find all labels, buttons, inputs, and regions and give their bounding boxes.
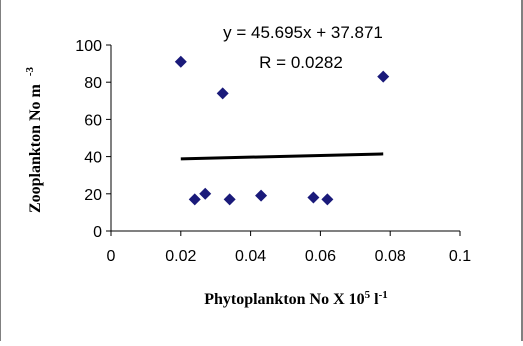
x-tick-label: 0.08	[375, 248, 406, 265]
trendline-layer	[180, 152, 384, 161]
x-tick-label: 0.06	[305, 248, 336, 265]
data-point	[188, 193, 201, 206]
data-point	[307, 191, 320, 204]
x-axis-title: Phytoplankton No X 105 l-1	[204, 289, 388, 308]
x-tick-label: 0.04	[235, 248, 266, 265]
data-point	[223, 193, 236, 206]
y-tick-label: 80	[84, 75, 102, 92]
x-tick-label: 0.1	[449, 248, 471, 265]
data-point	[199, 187, 212, 200]
data-point	[321, 193, 334, 206]
data-point	[174, 55, 187, 68]
trendline	[180, 152, 384, 161]
x-ticks: 0 0.02 0.04 0.06 0.08 0.1	[107, 231, 471, 265]
points-layer	[174, 55, 390, 206]
y-tick-label: 20	[84, 187, 102, 204]
y-tick-label: 60	[84, 112, 102, 129]
data-point	[216, 87, 229, 100]
y-tick-label: 0	[93, 224, 102, 241]
r-value-annotation: R = 0.0282	[259, 53, 343, 72]
data-point	[255, 189, 268, 202]
x-tick-label: 0	[107, 248, 116, 265]
equation-annotation: y = 45.695x + 37.871	[223, 23, 383, 42]
x-tick-label: 0.02	[165, 248, 196, 265]
y-tick-label: 100	[75, 38, 102, 55]
y-axis-title: Zooplankton No m-3	[24, 66, 44, 213]
data-point	[377, 70, 390, 83]
y-tick-label: 40	[84, 150, 102, 167]
y-ticks: 0 20 40 60 80 100	[75, 38, 111, 241]
